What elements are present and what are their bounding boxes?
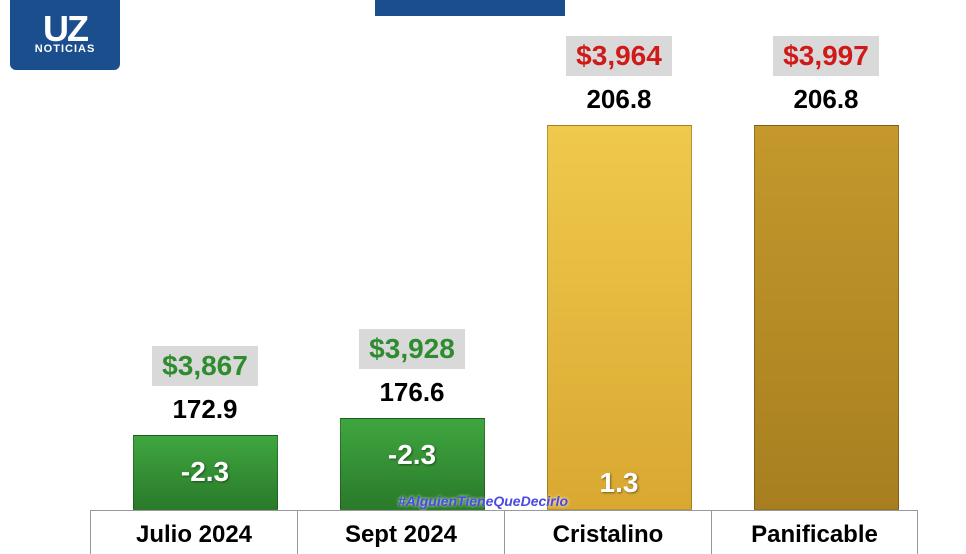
x-axis-label: Sept 2024 [297, 510, 504, 554]
bar: 1.3 [547, 125, 692, 510]
bar-inner-label: -2.3 [388, 439, 436, 471]
bar [754, 125, 899, 510]
bar-group: $3,928 176.6 -2.3 [327, 329, 497, 510]
logo-sub-text: NOTICIAS [35, 43, 96, 55]
price-label: $3,867 [152, 346, 258, 386]
value-label: 176.6 [379, 377, 444, 408]
x-axis-label: Panificable [711, 510, 918, 554]
bar-chart: $3,867 172.9 -2.3 $3,928 176.6 -2.3 $3,964 206.… [90, 0, 920, 510]
bar-group: $3,964 206.8 1.3 [534, 36, 704, 510]
bar: -2.3 [133, 435, 278, 510]
x-axis-label: Julio 2024 [90, 510, 297, 554]
price-label: $3,997 [773, 36, 879, 76]
value-label: 206.8 [793, 84, 858, 115]
price-label: $3,964 [566, 36, 672, 76]
bar-inner-label: 1.3 [600, 467, 639, 499]
price-label: $3,928 [359, 329, 465, 369]
x-axis: Julio 2024Sept 2024CristalinoPanificable [90, 510, 920, 554]
bar-inner-label: -2.3 [181, 456, 229, 488]
x-axis-label: Cristalino [504, 510, 711, 554]
hashtag-watermark: #AlguienTieneQueDecirlo [398, 493, 568, 509]
value-label: 172.9 [172, 394, 237, 425]
value-label: 206.8 [586, 84, 651, 115]
bar-group: $3,867 172.9 -2.3 [120, 346, 290, 510]
logo-main-text: UZ [43, 15, 87, 44]
bar-group: $3,997 206.8 [741, 36, 911, 510]
